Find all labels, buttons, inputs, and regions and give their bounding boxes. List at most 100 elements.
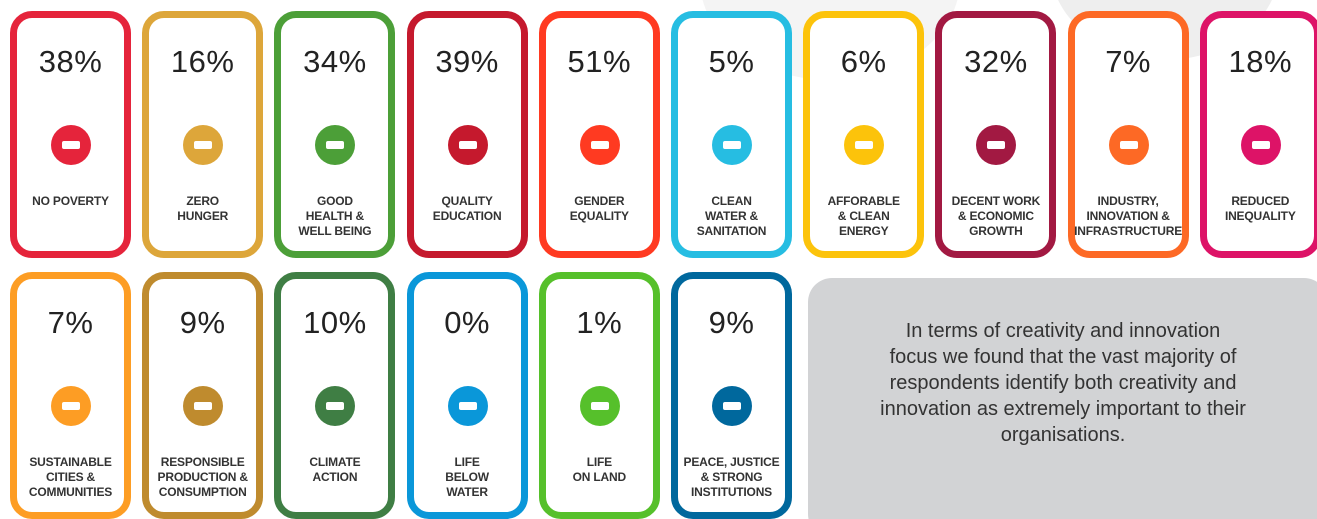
label: PEACE, JUSTICE & STRONG INSTITUTIONS: [674, 455, 789, 500]
icon-part: [723, 402, 741, 410]
label: INDUSTRY, INNOVATION & INFRASTRUCTURE: [1071, 194, 1186, 239]
icon-part: [458, 402, 477, 410]
label: LIFE BELOW WATER: [410, 455, 525, 500]
icon-part: [326, 141, 345, 149]
label-line: NO POVERTY: [32, 194, 109, 208]
label-line: DECENT WORK: [951, 194, 1041, 208]
label-line: LIFE: [454, 455, 480, 469]
icon: [51, 386, 91, 426]
label: QUALITY EDUCATION: [410, 194, 525, 224]
sdg-card: 39% QUALITY EDUCATION: [406, 11, 528, 258]
label-line: INFRASTRUCTURE: [1074, 224, 1183, 238]
label-line: EQUALITY: [569, 209, 629, 223]
icon: [315, 125, 356, 165]
sdg-card: 0% LIFE BELOW WATER: [406, 272, 528, 519]
label: LIFE ON LAND: [542, 455, 657, 485]
sdg-card: 38% NO POVERTY: [10, 11, 131, 258]
icon: [1108, 125, 1149, 165]
icon: [1240, 125, 1281, 165]
icon: [712, 125, 752, 165]
note-text: In terms of creativity and innovation foc…: [808, 318, 1317, 448]
note-line: organisations.: [1000, 424, 1126, 446]
icon: [315, 386, 356, 426]
percent: 6%: [840, 44, 887, 79]
label-line: CLEAN: [711, 194, 752, 208]
percent: 7%: [47, 305, 94, 340]
sdg-card: 5% CLEAN WATER & SANITATION: [671, 11, 792, 258]
label-line: INEQUALITY: [1224, 209, 1296, 223]
label: GENDER EQUALITY: [542, 194, 657, 224]
sdg-card: 10% CLIMATE ACTION: [274, 272, 396, 519]
icon-part: [458, 141, 477, 149]
sdg-card: 32% DECENT WORK & ECONOMIC GROWTH: [935, 11, 1057, 258]
label-line: REDUCED: [1231, 194, 1290, 208]
icon-part: [987, 141, 1006, 149]
sdg-card: 9% PEACE, JUSTICE & STRONG INSTITUTIONS: [671, 272, 792, 519]
label-line: ENERGY: [838, 224, 889, 238]
icon: [712, 386, 752, 426]
percent: 10%: [303, 305, 367, 340]
percent: 34%: [303, 44, 367, 79]
label-line: BELOW: [445, 470, 489, 484]
percent: 9%: [708, 305, 755, 340]
label-line: WELL BEING: [298, 224, 372, 238]
sdg-card: 51% GENDER EQUALITY: [538, 11, 660, 258]
label-line: PRODUCTION &: [157, 470, 248, 484]
percent: 9%: [179, 305, 226, 340]
percent: 5%: [708, 44, 755, 79]
percent: 16%: [170, 44, 235, 79]
icon-part: [194, 141, 213, 149]
percent: 18%: [1228, 44, 1293, 79]
icon: [183, 386, 224, 426]
label: GOOD HEALTH & WELL BEING: [277, 194, 392, 239]
label-line: CLIMATE: [309, 455, 361, 469]
percent: 38%: [38, 44, 103, 79]
note-line: innovation as extremely important to the…: [880, 398, 1246, 420]
label-line: QUALITY: [441, 194, 493, 208]
label-line: ZERO: [186, 194, 219, 208]
label: REDUCED INEQUALITY: [1203, 194, 1317, 224]
label-line: INSTITUTIONS: [691, 485, 772, 499]
label-line: HEALTH &: [305, 209, 364, 223]
label-line: GROWTH: [969, 224, 1023, 238]
label-line: GENDER: [574, 194, 625, 208]
icon-part: [194, 402, 213, 410]
note-line: In terms of creativity and innovation: [905, 320, 1221, 342]
icon: [51, 125, 91, 165]
sdg-card: 16% ZERO HUNGER: [142, 11, 264, 258]
icon: [579, 386, 620, 426]
icon-part: [1251, 141, 1270, 149]
label-line: HUNGER: [177, 209, 229, 223]
label: AFFORABLE & CLEAN ENERGY: [806, 194, 921, 239]
icon: [447, 386, 488, 426]
icon-part: [855, 141, 874, 149]
icon: [579, 125, 620, 165]
icon: [447, 125, 488, 165]
icon-part: [723, 141, 741, 149]
label-line: SANITATION: [696, 224, 767, 238]
label-line: EDUCATION: [432, 209, 502, 223]
label-line: & CLEAN: [837, 209, 890, 223]
icon: [844, 125, 885, 165]
label: SUSTAINABLE CITIES & COMMUNITIES: [13, 455, 128, 500]
label-line: CONSUMPTION: [158, 485, 247, 499]
label-line: & STRONG: [700, 470, 763, 484]
sdg-card: 18% REDUCED INEQUALITY: [1199, 11, 1317, 258]
label: DECENT WORK & ECONOMIC GROWTH: [938, 194, 1053, 239]
label: NO POVERTY: [13, 194, 128, 209]
label-line: WATER &: [704, 209, 759, 223]
sdg-card: 34% GOOD HEALTH & WELL BEING: [274, 11, 396, 258]
label-line: ACTION: [312, 470, 358, 484]
label-line: INNOVATION &: [1086, 209, 1170, 223]
label-line: CITIES &: [45, 470, 96, 484]
label: CLEAN WATER & SANITATION: [674, 194, 789, 239]
label-line: RESPONSIBLE: [160, 455, 245, 469]
note-line: respondents identify both creativity and: [889, 372, 1237, 394]
icon-part: [62, 402, 80, 410]
percent: 51%: [567, 44, 632, 79]
sdg-card: 7% INDUSTRY, INNOVATION & INFRASTRUCTURE: [1067, 11, 1189, 258]
label: CLIMATE ACTION: [277, 455, 392, 485]
label: RESPONSIBLE PRODUCTION & CONSUMPTION: [145, 455, 260, 500]
label-line: ON LAND: [572, 470, 626, 484]
